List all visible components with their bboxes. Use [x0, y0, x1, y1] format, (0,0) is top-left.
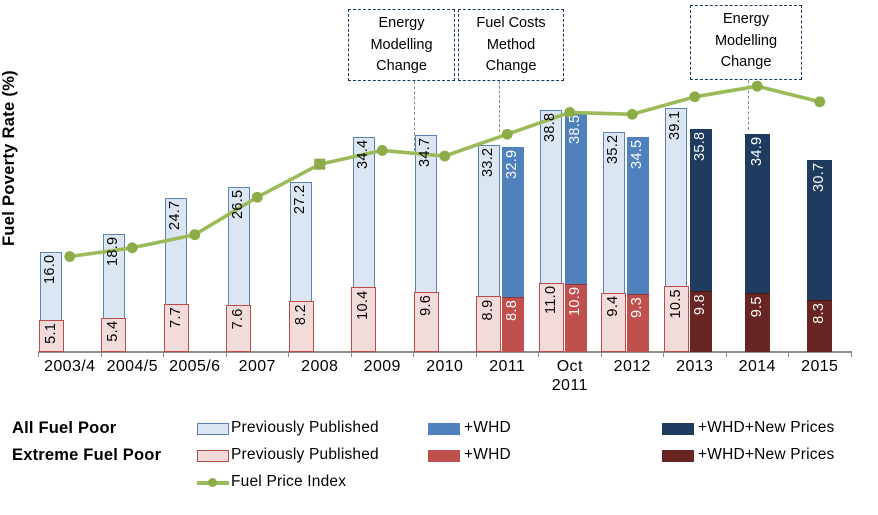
- x-axis-tick: [475, 352, 477, 357]
- legend-swatch-light-blue-outlined: [196, 422, 229, 435]
- bar-extreme-all-new-2014: [744, 292, 770, 352]
- bar-extreme-all-prev-2010: [413, 292, 439, 352]
- x-axis-label: 2011: [489, 358, 526, 375]
- x-axis-tick: [600, 352, 602, 357]
- fuel-price-marker-2010: [439, 150, 451, 162]
- bar-extreme-all-prev-2003-4: [38, 320, 64, 352]
- legend-swatch-medium-red: [428, 449, 460, 462]
- x-axis-label: 2013: [676, 358, 714, 375]
- x-axis-tick: [225, 352, 227, 357]
- annotation-drop-line: [499, 81, 500, 132]
- fuel-price-marker-2012: [626, 108, 638, 120]
- bar-extreme-all-prev-2007: [226, 304, 252, 352]
- x-axis-tick: [413, 352, 414, 357]
- annotation-box-energy-modelling-change: Energy Modelling Change: [348, 9, 455, 81]
- fuel-price-marker-2013: [689, 91, 701, 103]
- legend-swatch-medium-blue: [428, 422, 460, 435]
- x-axis-label: Oct 2011: [551, 358, 588, 394]
- bar-extreme-all-prev-2012: [601, 293, 627, 352]
- legend-swatch-dark-red: [662, 449, 694, 462]
- x-axis-tick: [350, 352, 352, 357]
- fuel-price-marker-2005-6: [189, 229, 201, 241]
- bar-extreme-all-prev-oct-2011: [538, 283, 564, 352]
- bar-extreme-all-prev-2008: [288, 300, 314, 352]
- legend-fuel-price-marker-icon: [208, 478, 217, 487]
- x-axis-label: 2014: [738, 358, 776, 375]
- fuel-price-marker-2003-4: [64, 251, 76, 262]
- bar-extreme-all-prev-2004-5: [101, 318, 127, 352]
- bar-extreme-all-prev-2009: [351, 287, 377, 352]
- x-axis-label: 2009: [363, 358, 401, 375]
- bar-extreme-all-new-2013: [689, 290, 712, 352]
- fuel-price-marker-2007: [251, 191, 263, 203]
- fuel-price-marker-2011: [501, 128, 513, 140]
- legend-row-title-all-fuel-poor: All Fuel Poor: [12, 419, 117, 437]
- x-axis-label: 2007: [238, 358, 276, 375]
- bar-extreme-all-whd-2011: [502, 297, 525, 352]
- legend-item-label--whd-new-prices: +WHD+New Prices: [698, 419, 835, 436]
- legend-row-title-extreme-fuel-poor: Extreme Fuel Poor: [12, 446, 162, 464]
- legend-item-label--whd-new-prices: +WHD+New Prices: [698, 446, 835, 463]
- x-axis-tick: [163, 352, 164, 357]
- x-axis-label: 2010: [426, 358, 464, 375]
- x-axis-label: 2005/6: [169, 358, 221, 375]
- bar-extreme-all-prev-2011: [476, 296, 502, 352]
- bar-extreme-all-whd-2012: [627, 293, 650, 352]
- bar-extreme-all-prev-2005-6: [163, 303, 189, 352]
- fuel-price-marker-2004-5: [126, 242, 138, 254]
- annotation-box-fuel-costs-method-change: Fuel Costs Method Change: [458, 9, 564, 81]
- x-axis-tick: [100, 352, 102, 357]
- fuel-price-marker-2014: [751, 80, 763, 92]
- x-axis-tick: [38, 352, 39, 357]
- legend-item-label-previously-published: Previously Published: [231, 446, 379, 463]
- bar-extreme-all-whd-oct-2011: [564, 283, 587, 352]
- fuel-price-marker-2009: [376, 145, 388, 156]
- bar-extreme-all-new-2015: [807, 300, 833, 352]
- legend-item-label-fuel-price-index: Fuel Price Index: [231, 473, 347, 490]
- fuel-price-marker-2015: [814, 96, 826, 108]
- annotation-box-energy-modelling-change: Energy Modelling Change: [690, 5, 802, 80]
- x-axis-tick: [663, 352, 664, 357]
- legend-item-label-previously-published: Previously Published: [231, 419, 379, 436]
- y-axis-label: Fuel Poverty Rate (%): [0, 70, 18, 246]
- bar-extreme-all-prev-2013: [663, 286, 689, 352]
- fuel-price-marker-2008: [314, 158, 326, 170]
- legend-item-label--whd: +WHD: [464, 419, 511, 436]
- legend-swatch-light-red-outlined: [196, 449, 229, 462]
- x-axis-label: 2012: [613, 358, 651, 375]
- x-axis-label: 2004/5: [106, 358, 158, 375]
- legend-swatch-dark-blue: [662, 422, 694, 435]
- x-axis-tick: [788, 352, 789, 357]
- x-axis-tick: [538, 352, 539, 357]
- x-axis-tick: [850, 352, 852, 357]
- x-axis-label: 2008: [301, 358, 339, 375]
- x-axis-label: 2015: [801, 358, 839, 375]
- x-axis-line: [37, 351, 852, 353]
- x-axis-tick: [288, 352, 289, 357]
- legend-item-label--whd: +WHD: [464, 446, 511, 463]
- x-axis-tick: [725, 352, 727, 357]
- annotation-drop-line: [748, 80, 749, 130]
- x-axis-label: 2003/4: [44, 358, 96, 375]
